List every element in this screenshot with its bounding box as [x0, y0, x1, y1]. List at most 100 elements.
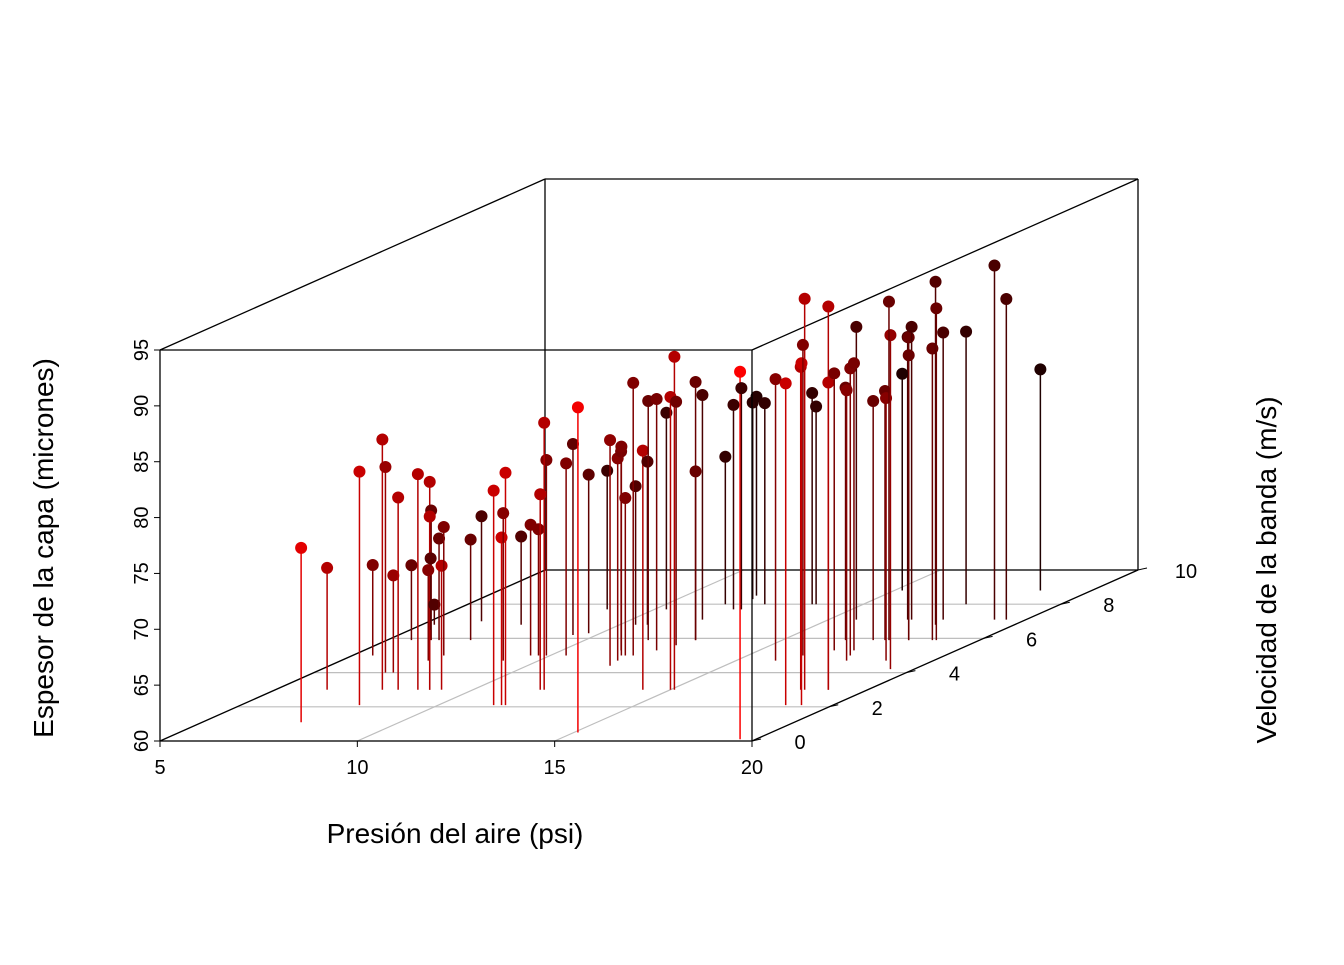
point	[660, 406, 673, 419]
point	[902, 331, 915, 344]
point	[884, 329, 897, 342]
x-axis-label: Presión del aire (psi)	[327, 818, 584, 849]
y-tick-label: 8	[1103, 595, 1114, 617]
z-tick-label: 80	[131, 506, 153, 528]
point	[1034, 363, 1047, 376]
point	[734, 365, 747, 378]
point	[650, 393, 663, 406]
point	[779, 377, 792, 390]
point	[798, 292, 811, 305]
z-tick-label: 70	[131, 618, 153, 640]
point	[882, 295, 895, 308]
point	[499, 466, 512, 479]
x-tick-label: 20	[741, 757, 763, 779]
point	[670, 395, 683, 408]
points-group	[295, 259, 1047, 740]
point	[619, 491, 632, 504]
point	[532, 523, 545, 536]
y-tick-label: 10	[1175, 561, 1197, 583]
x-tick-label: 15	[544, 757, 566, 779]
point	[379, 461, 392, 474]
point	[795, 357, 808, 370]
point	[366, 559, 379, 572]
point	[540, 454, 553, 466]
point	[937, 326, 950, 339]
y-tick	[1137, 567, 1148, 571]
point	[822, 300, 835, 313]
x-tick-label: 10	[346, 757, 368, 779]
point	[735, 382, 748, 395]
point	[604, 434, 617, 447]
point	[902, 349, 915, 362]
point	[475, 510, 488, 523]
point	[930, 302, 943, 315]
y-tick-label: 2	[872, 698, 883, 720]
point	[668, 350, 681, 363]
point	[353, 465, 366, 478]
x-tick-label: 5	[154, 757, 165, 779]
y-axis-label: Velocidad de la banda (m/s)	[1251, 396, 1282, 743]
point	[424, 552, 437, 565]
point	[387, 569, 400, 582]
point	[321, 561, 334, 574]
z-tick-label: 60	[131, 730, 153, 752]
point	[905, 320, 918, 333]
point	[615, 440, 628, 453]
point	[428, 598, 441, 611]
y-tick-label: 6	[1026, 629, 1037, 651]
point	[566, 437, 579, 450]
point	[960, 325, 973, 338]
point	[810, 400, 823, 413]
point	[796, 338, 809, 351]
point	[847, 357, 860, 370]
point	[435, 559, 448, 572]
point	[411, 468, 424, 481]
point	[867, 395, 880, 408]
point	[689, 376, 702, 389]
z-tick-label: 90	[131, 395, 153, 417]
point	[627, 376, 640, 389]
point	[423, 475, 436, 488]
point	[828, 367, 841, 380]
point	[896, 367, 909, 380]
point	[636, 444, 649, 457]
z-tick-label: 65	[131, 674, 153, 696]
point	[405, 559, 418, 572]
y-tick	[751, 738, 762, 742]
box	[159, 178, 1139, 742]
point	[758, 397, 771, 410]
point	[689, 465, 702, 478]
point	[769, 373, 782, 386]
point	[538, 416, 551, 429]
y-tick	[1060, 601, 1070, 605]
point	[423, 510, 436, 523]
point	[495, 531, 508, 544]
point	[641, 455, 654, 468]
point	[988, 259, 1001, 272]
z-tick-label: 95	[131, 339, 153, 361]
point	[295, 541, 308, 554]
point	[696, 389, 709, 402]
point	[437, 521, 450, 534]
grid-line	[554, 569, 941, 742]
point	[560, 457, 573, 470]
front-box	[159, 349, 1139, 742]
y-tick	[906, 670, 916, 674]
point	[422, 564, 435, 577]
point	[487, 484, 500, 497]
point	[806, 387, 819, 400]
axes-group: 5 10 15 20 60 65 70 75 80 85 90 95 0 2 4 6 8 10	[131, 339, 1197, 779]
point	[571, 401, 584, 414]
z-axis-label: Espesor de la capa (micrones)	[28, 358, 59, 738]
point	[850, 320, 863, 333]
point	[376, 433, 389, 446]
point	[515, 530, 528, 543]
point	[601, 464, 614, 477]
z-tick-label: 85	[131, 451, 153, 473]
y-tick	[983, 635, 993, 639]
point	[719, 450, 732, 463]
point	[750, 390, 763, 403]
point	[433, 532, 446, 545]
z-tick-label: 75	[131, 562, 153, 584]
